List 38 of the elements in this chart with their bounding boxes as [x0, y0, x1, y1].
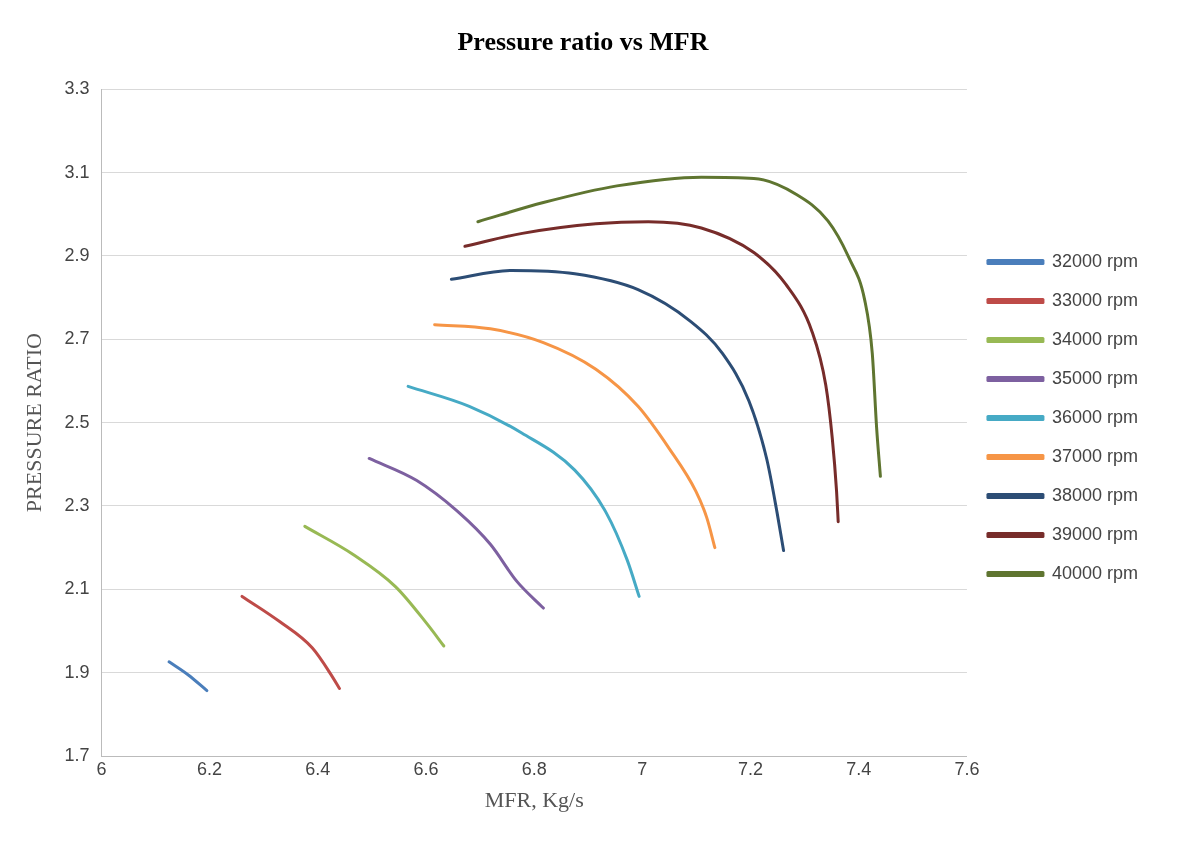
y-tick-label: 2.1: [64, 578, 90, 599]
legend-label: 38000 rpm: [1051, 484, 1139, 505]
line-series: [406, 384, 641, 598]
y-tick-label: 3.1: [64, 161, 90, 182]
legend-label: 34000 rpm: [1051, 328, 1139, 349]
x-tick-label: 7: [637, 758, 648, 779]
line-series: [463, 220, 840, 524]
x-tick-label: 6.2: [197, 758, 223, 779]
line-series: [433, 323, 717, 550]
x-tick-label: 6.8: [521, 758, 547, 779]
legend-label: 35000 rpm: [1051, 367, 1139, 388]
x-tick-label: 6: [96, 758, 107, 779]
line-series: [240, 594, 341, 690]
x-tick-label: 7.4: [846, 758, 872, 779]
legend-label: 33000 rpm: [1051, 289, 1139, 310]
x-tick-label: 7.6: [954, 758, 980, 779]
chart-title: Pressure ratio vs MFR: [457, 27, 709, 57]
legend-label: 32000 rpm: [1051, 250, 1139, 271]
legend-label: 36000 rpm: [1051, 406, 1139, 427]
y-axis-title: PRESSURE RATIO: [20, 333, 46, 513]
line-series: [303, 524, 446, 648]
y-tick-label: 1.7: [64, 744, 90, 765]
x-axis-title: MFR, Kg/s: [484, 786, 584, 812]
y-tick-label: 1.9: [64, 661, 90, 682]
legend-label: 39000 rpm: [1051, 523, 1139, 544]
y-tick-label: 2.5: [64, 411, 90, 432]
x-tick-label: 7.2: [738, 758, 764, 779]
y-tick-label: 2.7: [64, 328, 90, 349]
y-tick-label: 3.3: [64, 78, 90, 99]
x-tick-label: 6.4: [305, 758, 331, 779]
line-series: [367, 456, 545, 610]
legend-label: 40000 rpm: [1051, 562, 1139, 583]
line-series: [476, 175, 882, 478]
x-tick-label: 6.6: [413, 758, 439, 779]
legend-label: 37000 rpm: [1051, 445, 1139, 466]
y-tick-label: 2.9: [64, 244, 90, 265]
y-tick-label: 2.3: [64, 494, 90, 515]
line-series: [449, 268, 786, 553]
